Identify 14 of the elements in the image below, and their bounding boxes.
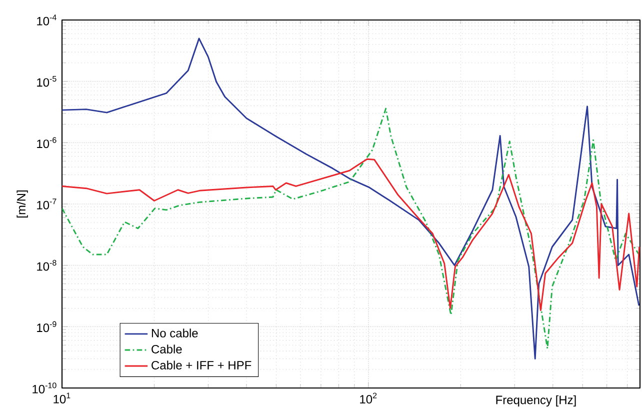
y-tick-label: 10$^{-7}$ bbox=[37, 198, 56, 210]
y-axis-title: [m/N] bbox=[16, 190, 28, 218]
y-tick-label: 10$^{-10}$ bbox=[32, 382, 56, 394]
y-tick-label: 10$^{-9}$ bbox=[37, 321, 56, 332]
y-tick-label: 10$^{-4}$ bbox=[37, 14, 56, 26]
legend-label: Cable + IFF + HPF bbox=[152, 360, 252, 370]
y-tick-label: 10$^{-5}$ bbox=[37, 76, 56, 87]
y-tick-label: 10$^{-8}$ bbox=[37, 260, 56, 271]
legend-label: No cable bbox=[152, 328, 198, 338]
y-tick-label: 10$^{-6}$ bbox=[37, 137, 56, 148]
x-axis-title: Frequency [Hz] bbox=[496, 395, 576, 407]
x-tick-label: 10$^{2}$ bbox=[360, 392, 377, 404]
legend-label: Cable bbox=[152, 344, 182, 354]
x-tick-label: 10$^{1}$ bbox=[54, 392, 70, 404]
